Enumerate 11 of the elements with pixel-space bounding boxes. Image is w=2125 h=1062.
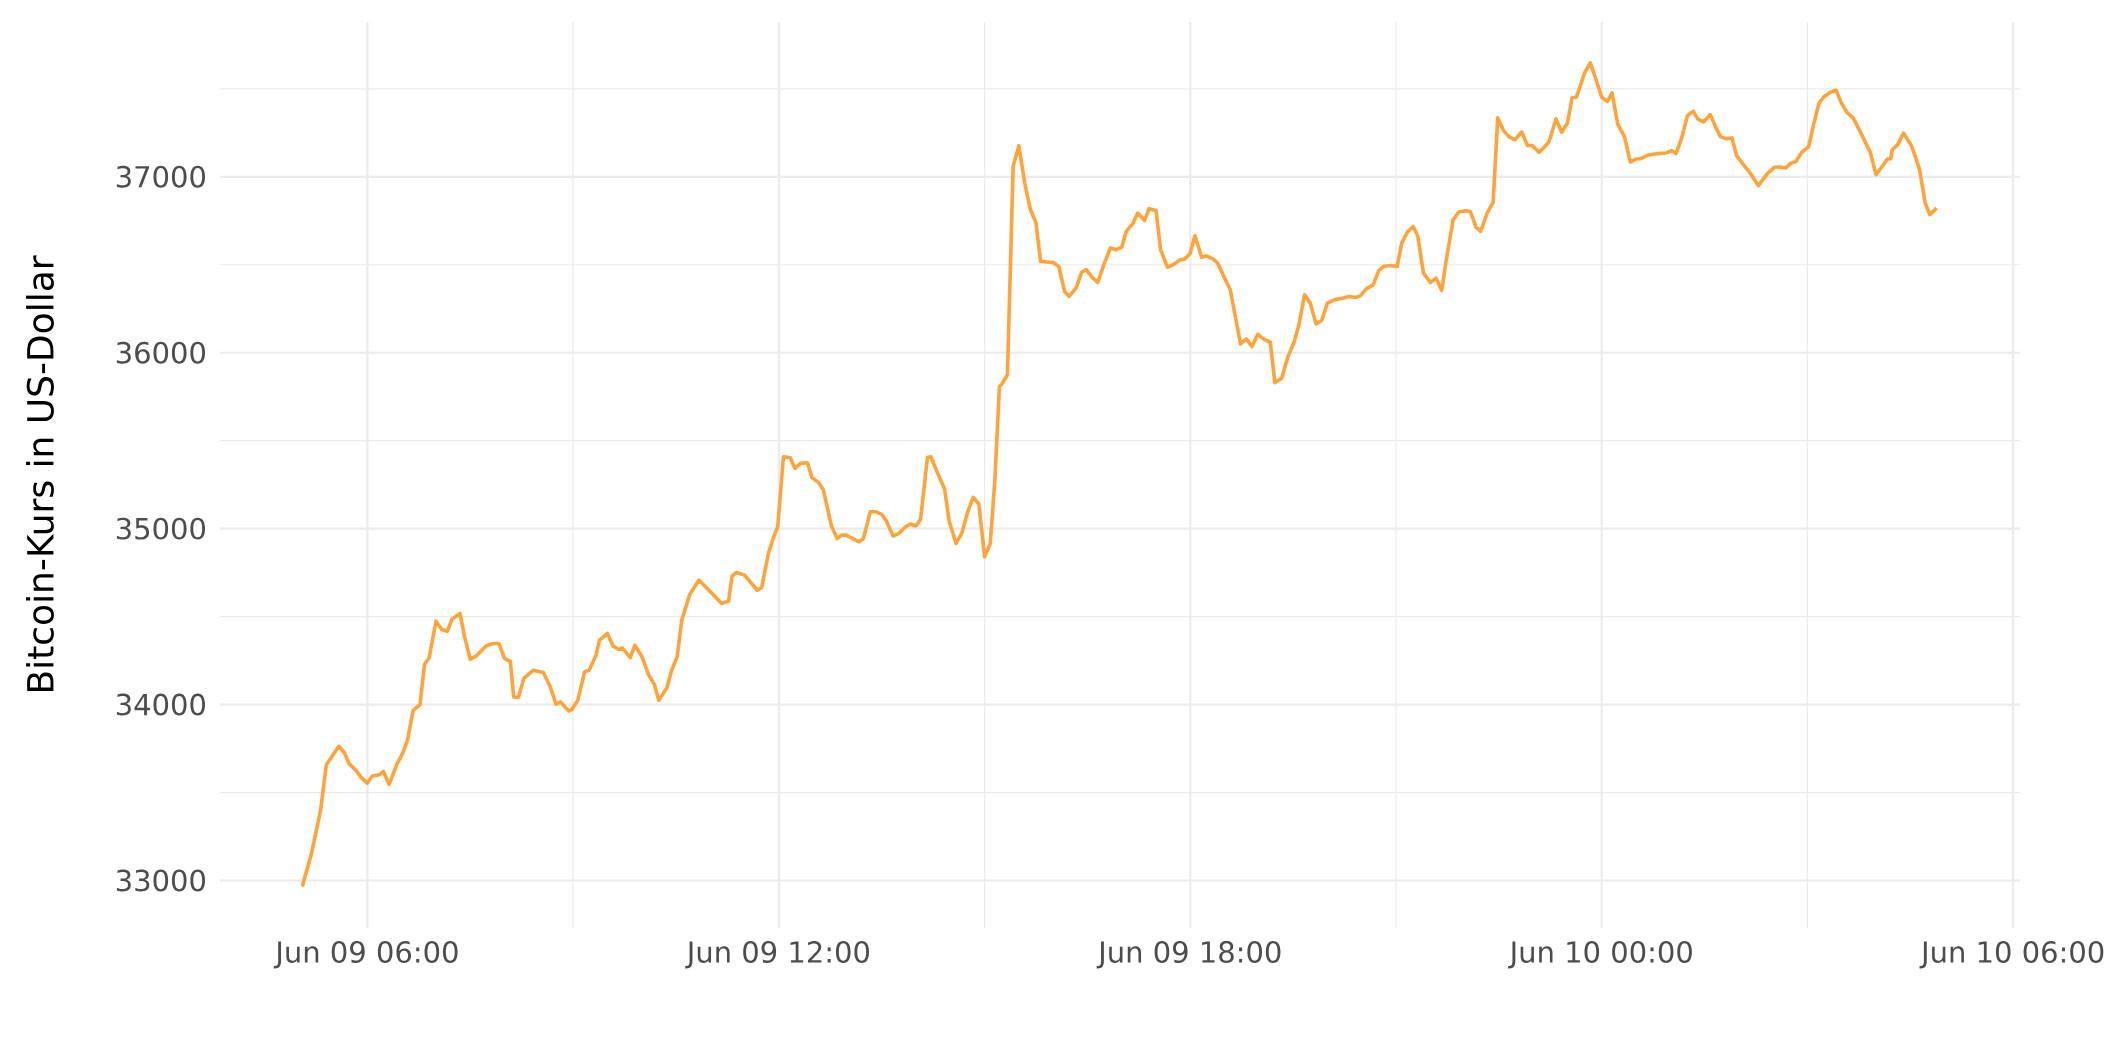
x-tick-label: Jun 10 00:00 [1508,941,1692,969]
x-tick-label: Jun 09 12:00 [685,941,870,969]
x-tick-label: Jun 09 06:00 [273,941,458,969]
y-tick-label: 35000 [116,517,205,540]
y-tick-label: 36000 [116,341,205,364]
x-tick-label: Jun 10 06:00 [1919,941,2104,969]
y-tick-label: 37000 [116,165,205,188]
y-tick-label: 34000 [116,693,205,716]
y-axis-title: Bitcoin-Kurs in US-Dollar [26,255,54,692]
x-tick-label: Jun 09 18:00 [1096,941,1281,969]
y-tick-label: 33000 [116,869,205,892]
